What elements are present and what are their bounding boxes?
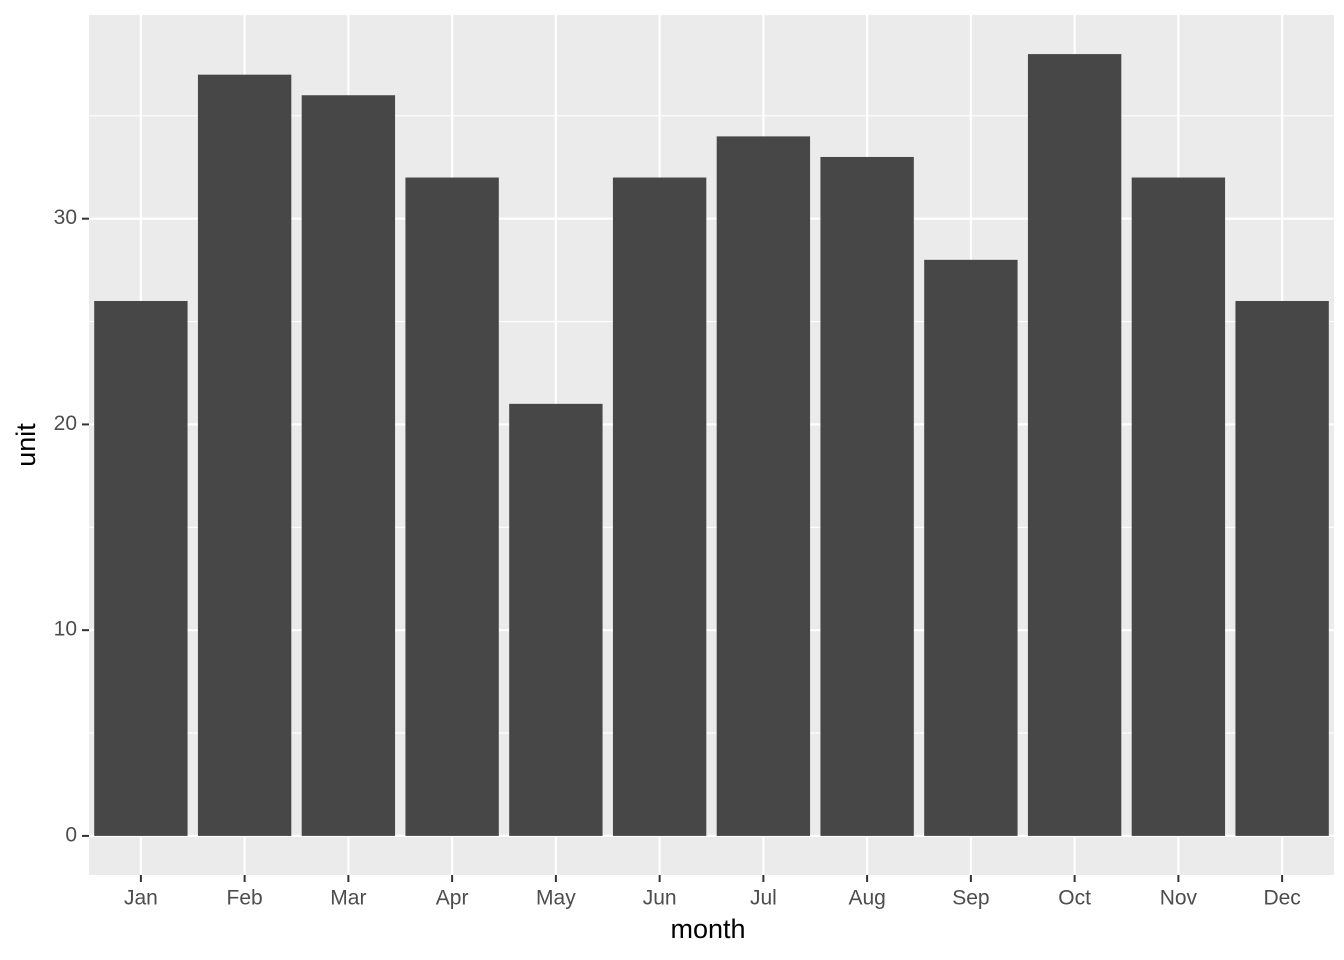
x-tick-label: Jun: [643, 887, 677, 910]
x-axis-title: month: [670, 914, 745, 944]
x-tick-label: Nov: [1160, 887, 1198, 910]
bar: [820, 156, 914, 836]
x-tick-label: Apr: [436, 887, 469, 910]
bar: [716, 136, 811, 836]
bar: [197, 74, 292, 836]
bar: [1027, 54, 1122, 836]
x-tick-label: Oct: [1058, 887, 1091, 910]
y-tick-label: 10: [54, 618, 77, 641]
bar: [509, 403, 603, 836]
x-tick-label: Jul: [750, 887, 777, 910]
bar: [1131, 177, 1226, 836]
x-tick-label: Jan: [124, 887, 158, 910]
bar: [1235, 300, 1329, 836]
x-tick-label: Dec: [1263, 887, 1300, 910]
x-tick-label: Aug: [848, 887, 885, 910]
x-tick-label: Feb: [227, 887, 263, 910]
x-tick-label: May: [536, 887, 576, 910]
x-tick-label: Sep: [952, 887, 989, 910]
bars: [94, 54, 1329, 836]
bar: [301, 95, 396, 836]
panel: [89, 15, 1334, 875]
y-axis-title: unit: [11, 423, 41, 467]
y-tick-label: 0: [65, 823, 77, 846]
y-tick-label: 30: [54, 206, 77, 229]
bar: [94, 300, 188, 836]
bar: [924, 259, 1018, 836]
bar: [612, 177, 707, 836]
y-tick-label: 20: [54, 412, 77, 435]
bar: [405, 177, 499, 836]
x-tick-label: Mar: [330, 887, 366, 910]
